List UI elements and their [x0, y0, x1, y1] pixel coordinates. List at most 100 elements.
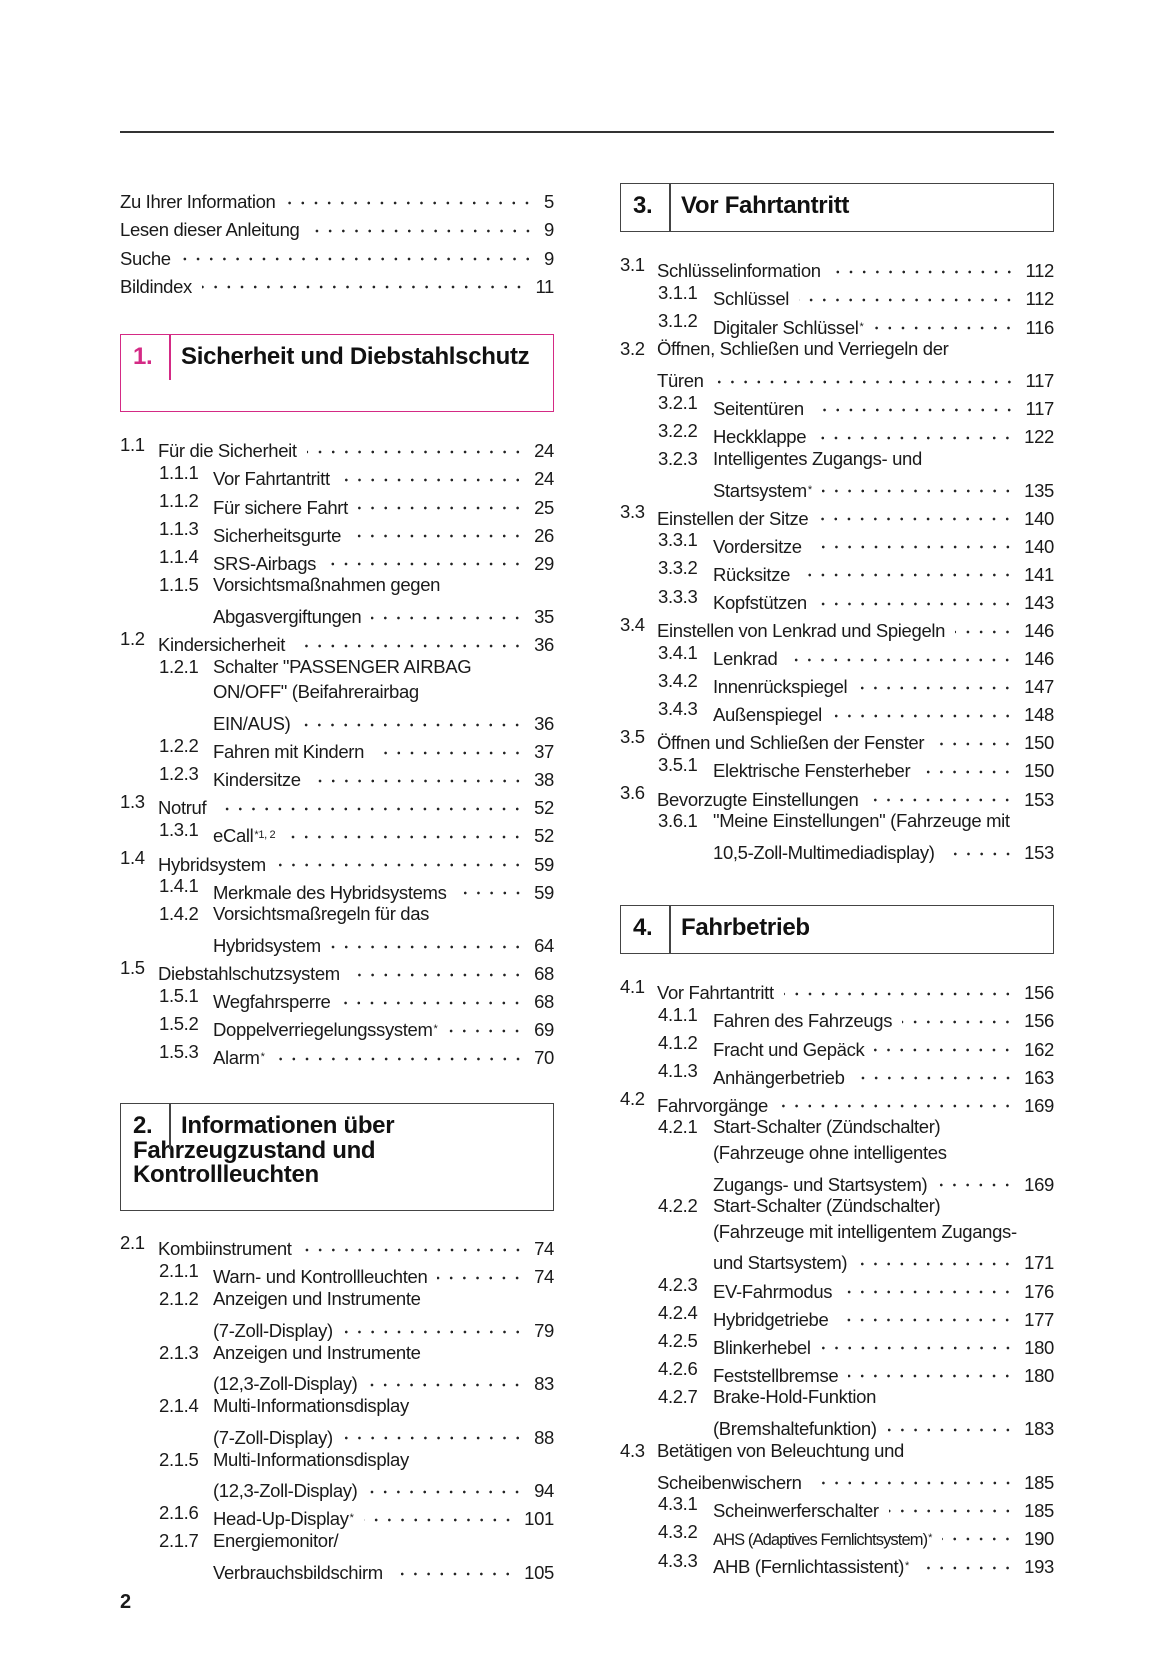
entry-title[interactable]: Anhängerbetrieb	[713, 1066, 845, 1088]
toc-entry[interactable]: 2.1.6 Head-Up-Display * 101	[120, 1500, 554, 1529]
toc-entry[interactable]: 3.4.2 Innenrückspiegel 147	[620, 667, 1054, 697]
toc-entry[interactable]: 1.4 Hybridsystem 59	[120, 845, 554, 875]
toc-entry[interactable]: 3.3.2 Rücksitze 141	[620, 555, 1054, 585]
toc-entry[interactable]: 4.2.2 Start-Schalter (Zündschalter) (Fahrz…	[620, 1193, 1054, 1273]
entry-title[interactable]: Schalter "PASSENGER AIRBAG	[213, 655, 472, 677]
page-ref[interactable]: 64	[534, 935, 554, 957]
page-ref[interactable]: 38	[534, 769, 554, 791]
entry-title[interactable]: (7-Zoll-Display)	[213, 1426, 333, 1448]
page-ref[interactable]: 143	[1024, 591, 1054, 613]
toc-entry[interactable]: 3.2.3 Intelligentes Zugangs- und Startsyst…	[620, 446, 1054, 501]
page-ref[interactable]: 88	[534, 1426, 554, 1448]
page-ref[interactable]: 140	[1024, 507, 1054, 529]
page-ref[interactable]: 135	[1024, 479, 1054, 501]
page-ref[interactable]: 79	[534, 1319, 554, 1341]
entry-title[interactable]: SRS-Airbags	[213, 552, 317, 574]
page-ref[interactable]: 140	[1024, 535, 1054, 557]
toc-entry[interactable]: 3.4.1 Lenkrad 146	[620, 639, 1054, 669]
page-ref[interactable]: 193	[1024, 1555, 1054, 1577]
entry-title[interactable]: Lesen dieser Anleitung	[120, 219, 300, 241]
entry-title[interactable]: Multi-Informationsdisplay	[213, 1395, 409, 1417]
entry-title[interactable]: Fahren mit Kindern	[213, 741, 365, 763]
entry-title[interactable]: Kopfstützen	[713, 591, 807, 613]
page-ref[interactable]: 68	[534, 963, 554, 985]
page-ref[interactable]: 162	[1024, 1038, 1054, 1060]
page-ref[interactable]: 37	[534, 741, 554, 763]
entry-title[interactable]: Vorsichtsmaßnahmen gegen	[213, 574, 441, 596]
chapter-title[interactable]: Sicherheit und Diebstahlschutz	[181, 343, 530, 370]
entry-title[interactable]: Brake-Hold-Funktion	[713, 1386, 877, 1408]
page-ref[interactable]: 94	[534, 1480, 554, 1502]
toc-entry[interactable]: 4.1.3 Anhängerbetrieb 163	[620, 1058, 1054, 1088]
toc-entry[interactable]: 1.5.2 Doppelverriegelungssystem * 69	[120, 1010, 554, 1040]
page-ref[interactable]: 183	[1024, 1418, 1054, 1440]
toc-entry[interactable]: 3.4 Einstellen von Lenkrad und Spiegeln 14…	[620, 611, 1054, 641]
entry-title[interactable]: Merkmale des Hybridsystems	[213, 881, 447, 903]
page-ref[interactable]: 141	[1024, 563, 1054, 585]
entry-title[interactable]: EV-Fahrmodus	[713, 1280, 833, 1302]
entry-title[interactable]: Head-Up-Display	[213, 1508, 349, 1530]
toc-entry[interactable]: 2.1.7 Energiemonitor/Verbrauchsbildschirm…	[120, 1528, 554, 1583]
entry-title[interactable]: Digitaler Schlüssel	[713, 316, 859, 338]
entry-title[interactable]: Elektrische Fensterheber	[713, 760, 911, 782]
page-ref[interactable]: 156	[1024, 1010, 1054, 1032]
toc-entry[interactable]: 4.1.2 Fracht und Gepäck 162	[620, 1030, 1054, 1060]
toc-entry[interactable]: 4.2.7 Brake-Hold-Funktion (Bremshaltefunkt…	[620, 1384, 1054, 1439]
entry-title[interactable]: Seitentüren	[713, 398, 804, 420]
toc-entry[interactable]: Suche 9	[120, 239, 554, 269]
entry-title[interactable]: AHB (Fernlichtassistent)	[713, 1555, 905, 1577]
entry-title[interactable]: Intelligentes Zugangs- und	[713, 447, 922, 469]
page-ref[interactable]: 36	[534, 634, 554, 656]
toc-entry[interactable]: 2.1 Kombiinstrument 74	[120, 1230, 554, 1259]
toc-entry[interactable]: 4.3.2 AHS (Adaptives Fernlichtsystem) * 190	[620, 1519, 1054, 1549]
page-ref[interactable]: 190	[1024, 1527, 1054, 1549]
toc-entry[interactable]: 4.2.1 Start-Schalter (Zündschalter) (Fahrz…	[620, 1114, 1054, 1194]
entry-title[interactable]: Feststellbremse	[713, 1364, 839, 1386]
toc-entry[interactable]: 2.1.3 Anzeigen und Instrumente (12,3-Zoll-…	[120, 1340, 554, 1395]
entry-title[interactable]: Scheinwerferschalter	[713, 1499, 879, 1521]
entry-title[interactable]: Scheibenwischern	[657, 1471, 802, 1493]
entry-title[interactable]: (7-Zoll-Display)	[213, 1319, 333, 1341]
toc-entry[interactable]: 1.1 Für die Sicherheit 24	[120, 432, 554, 461]
toc-entry[interactable]: 3.6.1 "Meine Einstellungen" (Fahrzeuge mi…	[620, 808, 1054, 863]
entry-title[interactable]: Abgasvergiftungen	[213, 606, 362, 628]
page-ref[interactable]: 24	[534, 468, 554, 490]
page-ref[interactable]: 150	[1024, 760, 1054, 782]
page-ref[interactable]: 26	[534, 524, 554, 546]
toc-entry[interactable]: 2.1.4 Multi-Informationsdisplay (7-Zoll-Di…	[120, 1393, 554, 1448]
entry-title[interactable]: Anzeigen und Instrumente	[213, 1341, 421, 1363]
page-ref[interactable]: 153	[1024, 788, 1054, 810]
page-ref[interactable]: 83	[534, 1373, 554, 1395]
entry-title[interactable]: Verbrauchsbildschirm	[213, 1561, 383, 1583]
page-ref[interactable]: 112	[1025, 288, 1055, 310]
page-ref[interactable]: 69	[534, 1019, 554, 1041]
entry-title[interactable]: Suche	[120, 247, 171, 269]
page-ref[interactable]: 147	[1024, 676, 1054, 698]
entry-title[interactable]: Doppelverriegelungssystem	[213, 1019, 433, 1041]
entry-title[interactable]: Multi-Informationsdisplay	[213, 1448, 409, 1470]
page-ref[interactable]: 52	[534, 797, 554, 819]
toc-entry[interactable]: 4.2.6 Feststellbremse 180	[620, 1356, 1054, 1386]
entry-title[interactable]: Schlüsselinformation	[657, 260, 821, 282]
entry-title[interactable]: Einstellen der Sitze	[657, 507, 809, 529]
entry-title[interactable]: Einstellen von Lenkrad und Spiegeln	[657, 620, 946, 642]
toc-entry[interactable]: 1.1.3 Sicherheitsgurte 26	[120, 516, 554, 546]
entry-title[interactable]: Öffnen, Schließen und Verriegeln der	[657, 338, 949, 360]
toc-entry[interactable]: 3.1.2 Digitaler Schlüssel * 116	[620, 308, 1054, 338]
page-ref[interactable]: 185	[1024, 1471, 1054, 1493]
toc-entry[interactable]: 1.2.3 Kindersitze 38	[120, 760, 554, 790]
page-ref[interactable]: 24	[534, 440, 554, 462]
toc-entry[interactable]: 1.1.2 Für sichere Fahrt 25	[120, 488, 554, 518]
entry-title[interactable]: Start-Schalter (Zündschalter)	[713, 1195, 941, 1217]
page-ref[interactable]: 101	[524, 1508, 554, 1530]
toc-entry[interactable]: 3.4.3 Außenspiegel 148	[620, 695, 1054, 725]
toc-entry[interactable]: 4.2.5 Blinkerhebel 180	[620, 1328, 1054, 1358]
page-ref[interactable]: 117	[1025, 398, 1055, 420]
entry-title[interactable]: (Fahrzeuge ohne intelligentes	[713, 1141, 947, 1163]
toc-entry[interactable]: 4.3.1 Scheinwerferschalter 185	[620, 1491, 1054, 1521]
entry-title[interactable]: Sicherheitsgurte	[213, 524, 342, 546]
page-ref[interactable]: 29	[534, 552, 554, 574]
toc-entry[interactable]: 3.3.3 Kopfstützen 143	[620, 583, 1054, 613]
toc-entry[interactable]: 1.3 Notruf 52	[120, 788, 554, 818]
toc-entry[interactable]: 1.1.4 SRS-Airbags 29	[120, 544, 554, 574]
